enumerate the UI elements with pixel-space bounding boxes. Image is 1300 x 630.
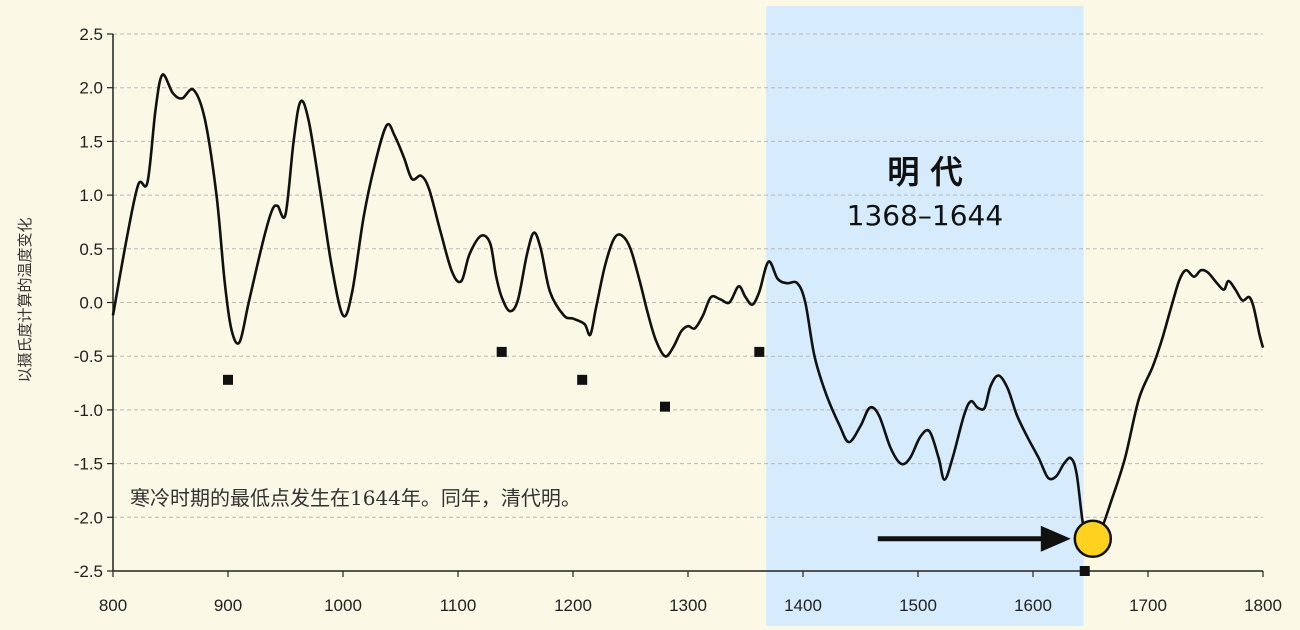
data-square <box>577 374 588 385</box>
y-tick-label: 2.5 <box>79 25 103 44</box>
ming-dynasty-highlight <box>766 6 1084 626</box>
axes <box>107 33 1264 577</box>
y-tick-label: 1.0 <box>79 186 103 205</box>
y-tick-label: -1.5 <box>74 455 103 474</box>
data-square <box>496 346 507 357</box>
x-tick-label: 1300 <box>669 596 707 615</box>
minimum-marker <box>1073 519 1113 559</box>
temperature-line <box>111 73 1265 546</box>
y-tick-label: -2.5 <box>74 562 103 581</box>
y-tick-label: -0.5 <box>74 347 103 366</box>
annotation-text: 寒冷时期的最低点发生在1644年。同年，清代明。 <box>130 486 581 510</box>
x-tick-label: 800 <box>99 596 127 615</box>
x-tick-label: 1700 <box>1129 596 1167 615</box>
data-square <box>1079 566 1090 576</box>
data-square <box>660 401 670 412</box>
x-tick-label: 1500 <box>899 596 937 615</box>
x-tick-label: 1600 <box>1014 596 1052 615</box>
data-square <box>754 346 765 357</box>
x-tick-label: 1100 <box>440 596 477 615</box>
tick-labels: 2.5 2.0 1.5 1.0 0.5 0.0 -0.5 -1.0 -1.5 -2.0 -2.5 80… <box>74 25 1282 615</box>
period-title: 明 代 <box>887 153 962 191</box>
y-tick-label: 2.0 <box>79 79 103 98</box>
x-tick-label: 1200 <box>554 596 592 615</box>
grid-lines <box>113 33 1263 518</box>
x-tick-label: 1400 <box>784 596 822 615</box>
data-square <box>223 374 233 385</box>
y-tick-label: -1.0 <box>74 401 103 420</box>
x-tick-label: 1800 <box>1244 596 1282 615</box>
y-tick-label: 1.5 <box>79 132 103 151</box>
minimum-arrow <box>877 525 1071 552</box>
period-range: 1368–1644 <box>847 199 1004 232</box>
y-tick-label: -2.0 <box>74 508 103 527</box>
y-tick-label: 0.5 <box>79 240 103 259</box>
x-tick-label: 900 <box>214 596 242 615</box>
arrow-head <box>1040 525 1071 552</box>
x-tick-label: 1000 <box>324 596 362 615</box>
data-squares <box>223 346 1090 576</box>
y-axis-label: 以摄氏度计算的温度变化 <box>16 217 34 382</box>
y-tick-label: 0.0 <box>79 294 103 313</box>
